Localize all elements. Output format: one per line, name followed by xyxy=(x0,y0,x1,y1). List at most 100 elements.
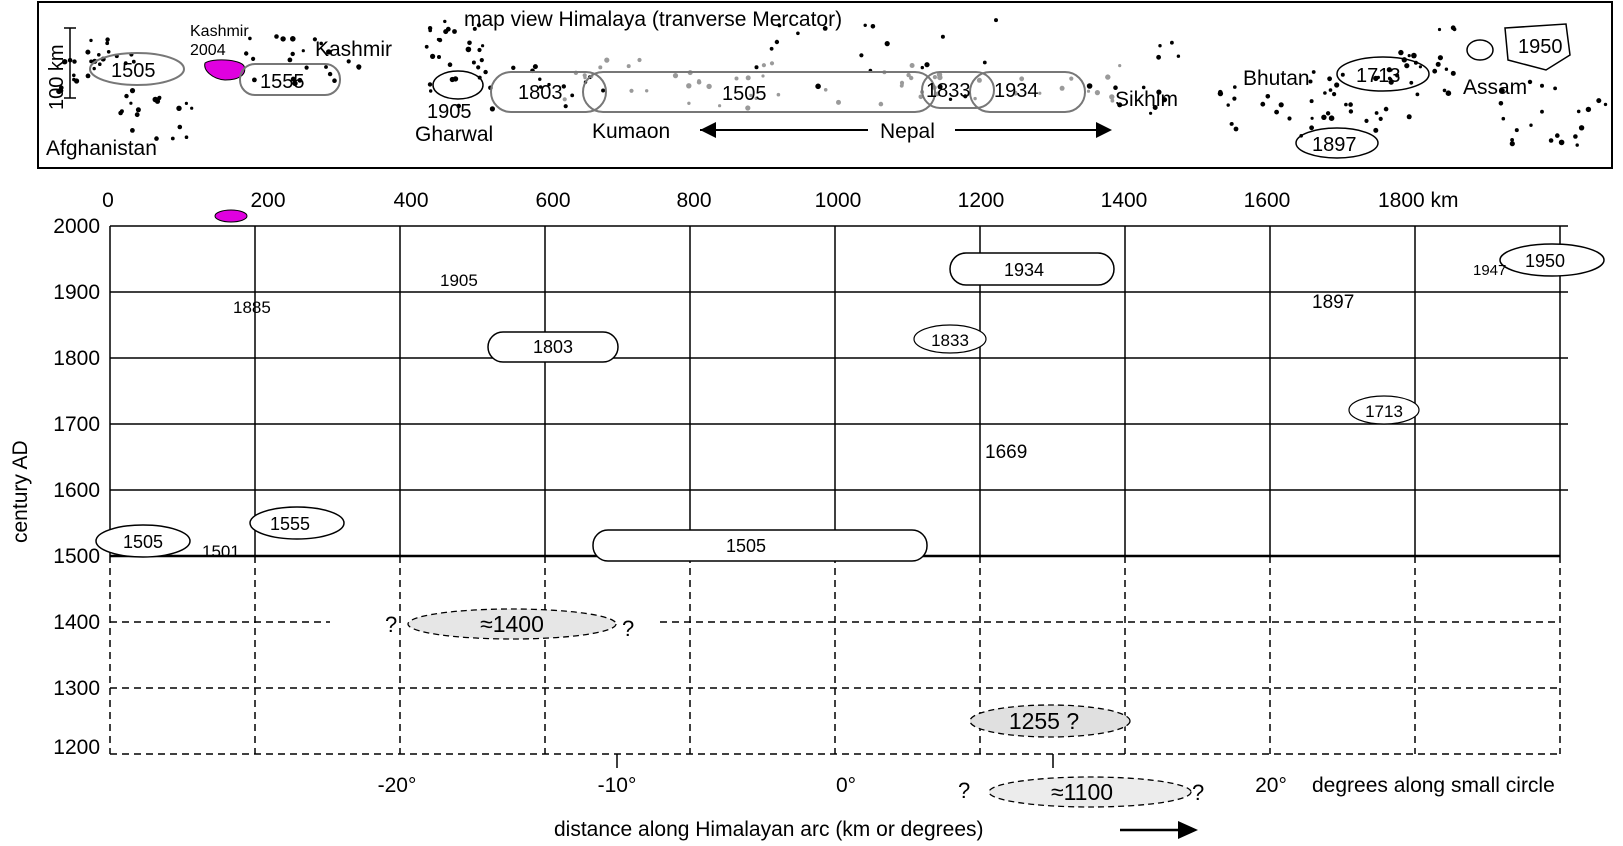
seismicity-dot xyxy=(1265,94,1271,99)
map-rupture-1905 xyxy=(432,70,484,100)
seismicity-dot xyxy=(135,107,141,113)
map-region-afghanistan: Afghanistan xyxy=(46,137,157,160)
seismicity-dot xyxy=(105,37,110,42)
seismicity-dot xyxy=(1348,102,1353,107)
seismicity-dot xyxy=(1094,90,1100,96)
seismicity-dot xyxy=(452,29,457,34)
seismicity-dot xyxy=(287,57,293,63)
seismicity-dot xyxy=(1376,75,1381,80)
seismicity-dot xyxy=(1310,116,1314,120)
seismicity-dot xyxy=(601,88,606,93)
seismicity-dot xyxy=(74,78,80,84)
seismicity-dot xyxy=(909,63,915,68)
seismicity-dot xyxy=(1334,82,1340,88)
map-rupture-1555 xyxy=(239,63,341,96)
seismicity-dot xyxy=(251,56,256,62)
seismicity-dot xyxy=(1323,91,1327,95)
map-region-kashmir-2004-line1: Kashmir xyxy=(190,23,249,40)
seismicity-dot xyxy=(476,65,481,70)
seismicity-dot xyxy=(177,124,183,130)
degree-tick-0: 0° xyxy=(836,774,856,797)
seismicity-dot xyxy=(745,105,751,111)
seismicity-dot xyxy=(1217,90,1224,97)
event-point-1501: 1501 xyxy=(202,542,240,561)
seismicity-dot xyxy=(465,46,472,53)
seismicity-dot xyxy=(170,136,175,141)
seismicity-dot xyxy=(920,65,924,70)
seismicity-dot xyxy=(85,49,91,55)
seismicity-dot xyxy=(280,36,286,42)
map-rupture-1713 xyxy=(1336,56,1430,92)
seismicity-dot xyxy=(696,79,702,85)
seismicity-dot xyxy=(878,101,884,107)
seismicity-dot xyxy=(754,65,759,70)
seismicity-dot xyxy=(1585,106,1592,113)
map-region-sikhim: Sikhim xyxy=(1115,88,1178,111)
seismicity-dot xyxy=(796,31,800,36)
seismicity-dot xyxy=(973,96,977,101)
seismicity-dot xyxy=(570,93,575,98)
prehistoric-label-1100: ≈1100 xyxy=(1051,779,1113,805)
seismicity-dot xyxy=(290,76,296,82)
seismicity-dot xyxy=(1388,79,1394,85)
seismicity-dot xyxy=(1378,116,1383,121)
seismicity-dot xyxy=(774,39,780,45)
nepal-arrowhead-left xyxy=(700,122,716,138)
map-label-1505-w: 1505 xyxy=(111,60,156,82)
question-mark-1100-right: ? xyxy=(1192,780,1204,805)
seismicity-dot xyxy=(252,77,257,83)
event-label-1505-west: 1505 xyxy=(123,532,163,552)
seismicity-dot xyxy=(982,60,987,65)
event-1505-central xyxy=(592,529,928,562)
x-axis-label: distance along Himalayan arc (km or degr… xyxy=(554,818,984,841)
seismicity-dot xyxy=(1328,115,1335,121)
seismicity-dot xyxy=(718,104,722,108)
map-region-bhutan: Bhutan xyxy=(1243,67,1310,90)
seismicity-dot xyxy=(1156,89,1162,95)
seismicity-dot xyxy=(443,19,447,24)
seismicity-dot xyxy=(859,53,864,58)
seismicity-dot xyxy=(562,97,567,102)
seismicity-dot xyxy=(1038,91,1042,95)
seismicity-dot xyxy=(176,105,182,112)
seismicity-dot xyxy=(1555,133,1560,138)
seismicity-dot xyxy=(129,101,133,105)
y-tick-1200: 1200 xyxy=(53,736,100,759)
seismicity-dot xyxy=(1387,76,1392,81)
seismicity-dot xyxy=(687,101,691,106)
map-region-kashmir: Kashmir xyxy=(315,38,392,61)
seismicity-dot xyxy=(332,78,337,83)
seismicity-dot xyxy=(1383,106,1389,112)
prehistoric-1400 xyxy=(407,608,617,640)
seismicity-dot xyxy=(1086,89,1091,93)
seismicity-dot xyxy=(994,18,998,23)
seismicity-dot xyxy=(157,96,162,101)
seismicity-dot xyxy=(1287,116,1292,121)
event-label-1833: 1833 xyxy=(931,331,969,350)
prehistoric-1255 xyxy=(969,704,1131,738)
seismicity-dot xyxy=(1374,111,1379,115)
seismicity-dot xyxy=(248,36,252,41)
km-tick-1400: 1400 xyxy=(1101,189,1148,212)
seismicity-dot xyxy=(538,85,543,89)
seismicity-dot xyxy=(131,59,136,64)
seismicity-dot xyxy=(479,58,484,63)
km-tick-1600: 1600 xyxy=(1244,189,1291,212)
event-1934 xyxy=(949,252,1115,286)
seismicity-dot xyxy=(1603,102,1608,107)
map-rupture-1897 xyxy=(1295,127,1379,159)
seismicity-dot xyxy=(1596,98,1602,104)
timeline-chart: 0 200 400 600 800 1000 1200 1400 1600 18… xyxy=(9,189,1605,841)
y-tick-1300: 1300 xyxy=(53,677,100,700)
prehistoric-label-1400: ≈1400 xyxy=(480,611,544,637)
seismicity-dot xyxy=(1152,105,1158,110)
y-tick-1500: 1500 xyxy=(53,545,100,568)
seismicity-dot xyxy=(290,36,296,42)
prehistoric-label-1255: 1255 ? xyxy=(1009,708,1079,734)
event-point-1905: 1905 xyxy=(440,271,478,290)
event-1833 xyxy=(913,324,987,354)
seismicity-dot xyxy=(909,75,914,81)
seismicity-dot xyxy=(940,34,945,39)
seismicity-dot xyxy=(1012,90,1018,96)
seismicity-dot xyxy=(1332,92,1337,97)
